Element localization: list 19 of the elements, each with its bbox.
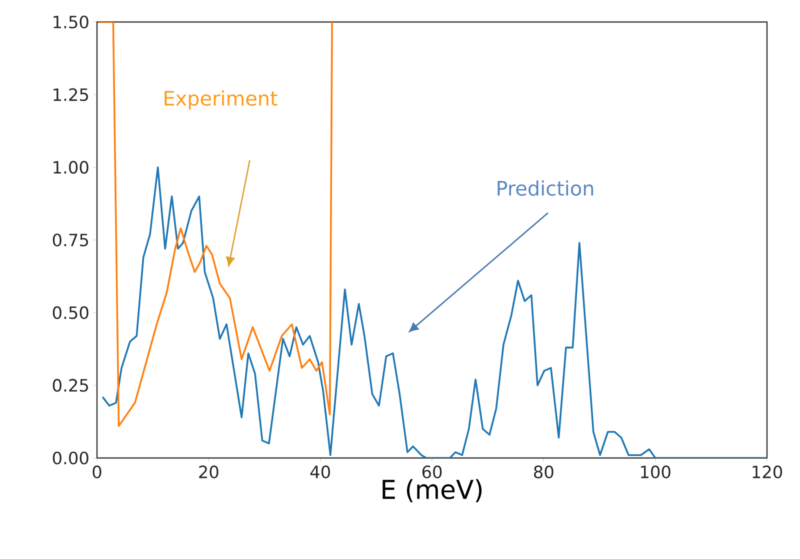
annotation: Experiment [164,90,278,110]
y-tick-label: 0.00 [52,452,88,464]
x-tick-label: 0 [92,466,102,478]
x-tick-label: 60 [422,466,442,478]
x-tick-label: 120 [752,466,782,478]
x-tick-label: 100 [641,466,670,478]
line-series [102,166,768,458]
y-tick-label: 1.25 [54,88,88,102]
x-tick-label: 20 [199,466,218,478]
y-tick-label: 1.00 [54,160,88,174]
y-tick-label: 0.50 [52,306,88,320]
y-tick-label: 0.75 [52,234,88,246]
x-tick-label: 80 [534,466,554,478]
y-tick-label: 0.25 [52,378,88,392]
annotation: Prediction [498,180,594,196]
x-axis-title: E (meV) [382,479,482,502]
y-tick-label: 1.50 [54,16,88,28]
x-tick-label: 40 [310,466,330,478]
line-series [98,22,333,427]
